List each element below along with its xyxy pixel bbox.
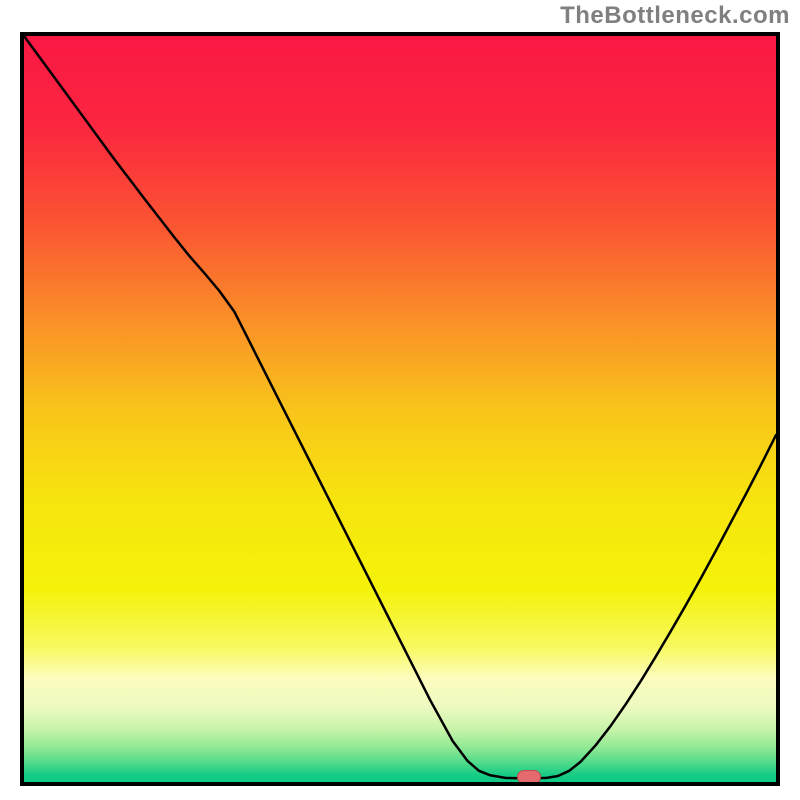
optimal-point-marker — [517, 770, 542, 784]
chart-stage: TheBottleneck.com — [0, 0, 800, 800]
plot-frame — [20, 32, 780, 786]
watermark-text: TheBottleneck.com — [560, 2, 790, 30]
curve-path — [24, 36, 776, 778]
bottleneck-curve — [20, 32, 780, 786]
